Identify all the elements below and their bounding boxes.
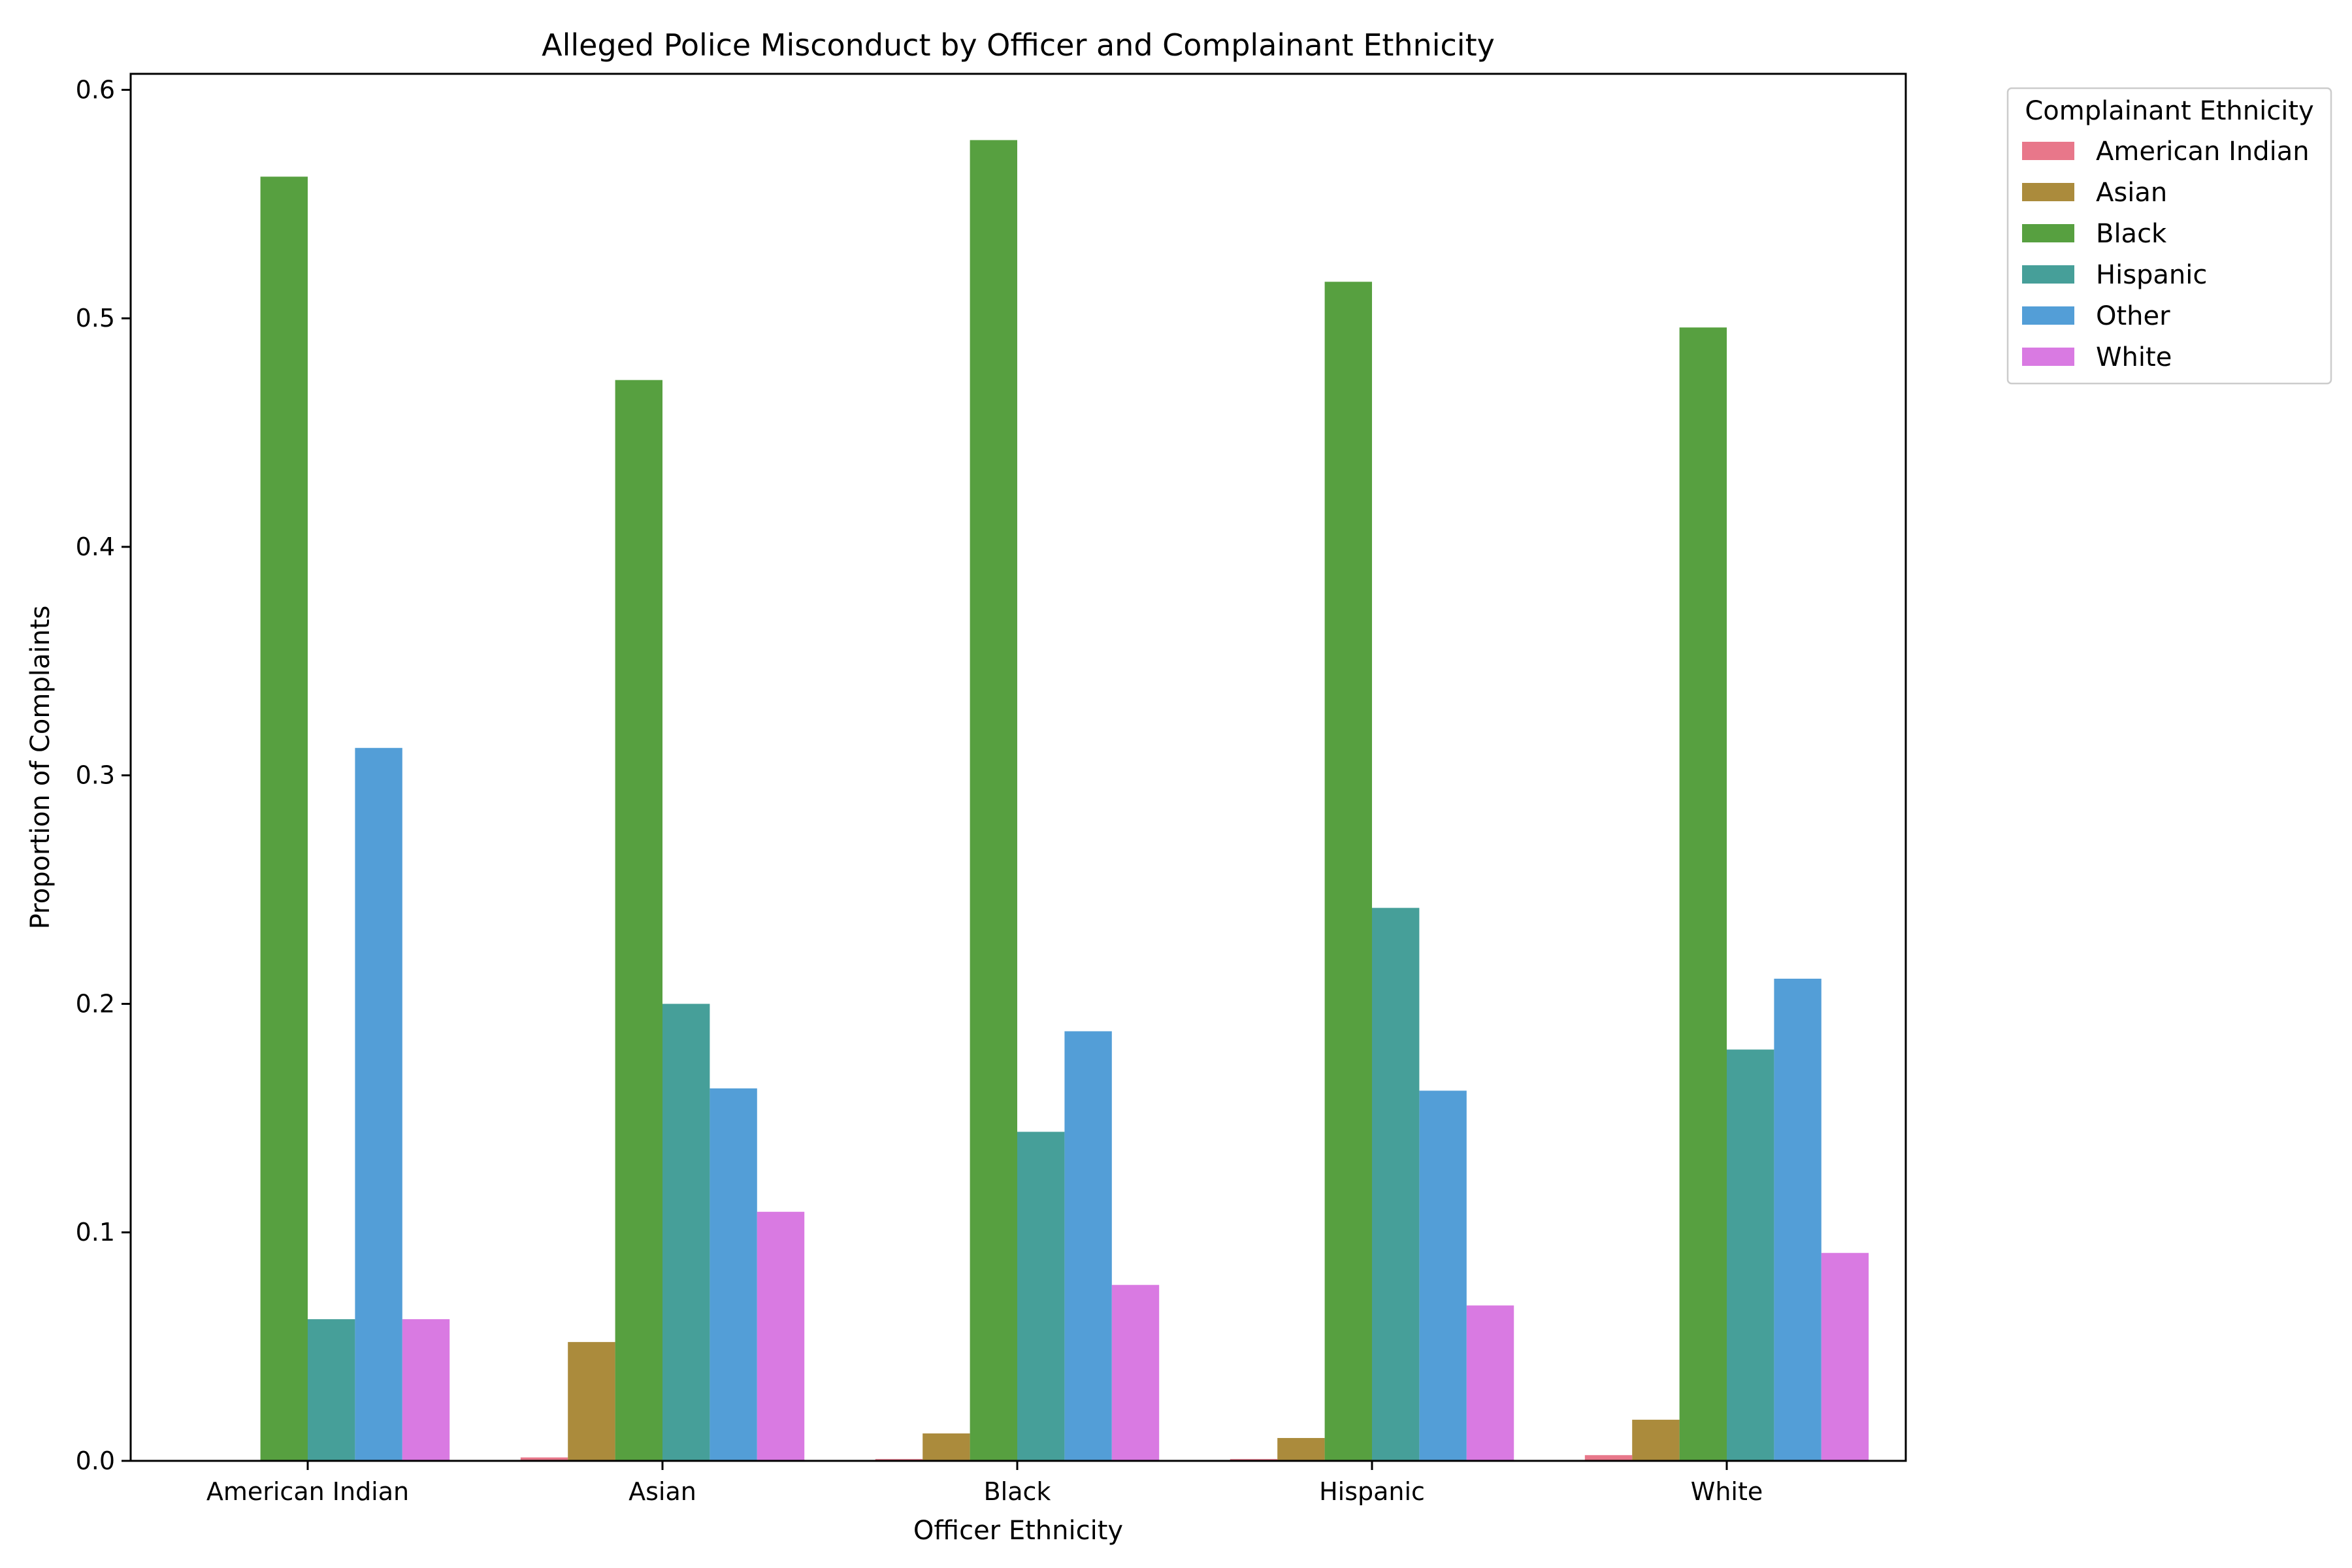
legend-label: White	[2096, 342, 2172, 372]
bar-asian-black	[923, 1433, 970, 1461]
legend-swatch	[2022, 265, 2074, 284]
bar-other-american-indian	[355, 747, 402, 1461]
x-tick-label: Asian	[629, 1477, 696, 1506]
bar-black-white	[1679, 327, 1727, 1462]
x-axis-title: Officer Ethnicity	[913, 1516, 1123, 1546]
bars-layer	[260, 140, 1869, 1462]
legend-swatch	[2022, 142, 2074, 160]
legend-items: American Indian Asian Black Hispanic Other Wh…	[2022, 137, 2310, 372]
bar-white-hispanic	[1466, 1305, 1514, 1461]
y-axis: 0.0 0.1 0.2 0.3 0.4 0.5 0.6	[76, 75, 131, 1475]
x-axis: American Indian Asian Black Hispanic White	[206, 1461, 1763, 1506]
y-tick-label: 0.4	[76, 532, 115, 561]
bar-black-asian	[615, 380, 662, 1462]
bar-other-asian	[710, 1088, 757, 1461]
y-tick-label: 0.6	[76, 75, 115, 104]
legend-label: Hispanic	[2096, 260, 2207, 290]
bar-asian-white	[1632, 1420, 1680, 1461]
legend-label: Black	[2096, 219, 2167, 249]
bar-white-black	[1111, 1284, 1160, 1461]
bar-hispanic-black	[1017, 1132, 1065, 1461]
legend-title: Complainant Ethnicity	[2025, 96, 2313, 126]
y-axis-title: Proportion of Complaints	[25, 606, 56, 930]
y-tick-label: 0.2	[76, 989, 115, 1018]
legend-swatch	[2022, 183, 2074, 201]
chart-title: Alleged Police Misconduct by Officer and…	[542, 27, 1495, 63]
bar-hispanic-white	[1727, 1049, 1774, 1461]
bar-other-hispanic	[1419, 1090, 1467, 1461]
bar-other-black	[1064, 1031, 1112, 1461]
legend: Complainant Ethnicity American Indian Asi…	[2006, 87, 2332, 385]
legend-label: American Indian	[2096, 137, 2310, 167]
x-tick-label: American Indian	[206, 1477, 409, 1506]
bar-black-american-indian	[260, 176, 308, 1461]
x-tick-label: Hispanic	[1319, 1477, 1425, 1506]
legend-swatch	[2022, 348, 2074, 366]
y-tick-label: 0.3	[76, 761, 115, 790]
y-tick-label: 0.5	[76, 304, 115, 333]
legend-swatch	[2022, 224, 2074, 242]
legend-box	[2006, 87, 2332, 385]
bar-white-white	[1821, 1252, 1869, 1461]
bar-black-hispanic	[1324, 282, 1372, 1461]
bar-hispanic-american-indian	[308, 1319, 355, 1461]
bar-asian-hispanic	[1277, 1438, 1325, 1461]
bar-white-asian	[757, 1211, 805, 1461]
legend-swatch	[2022, 306, 2074, 325]
y-tick-label: 0.1	[76, 1218, 115, 1247]
bar-asian-asian	[568, 1342, 615, 1461]
bar-hispanic-hispanic	[1372, 907, 1420, 1461]
bar-other-white	[1774, 979, 1821, 1461]
bar-black-black	[970, 140, 1017, 1462]
x-tick-label: Black	[984, 1477, 1051, 1506]
bar-american-indian-white	[1584, 1455, 1633, 1461]
legend-label: Other	[2096, 301, 2170, 331]
bar-hispanic-asian	[662, 1004, 710, 1461]
bar-white-american-indian	[402, 1319, 450, 1461]
y-tick-label: 0.0	[76, 1446, 115, 1475]
legend-label: Asian	[2096, 178, 2167, 208]
x-tick-label: White	[1691, 1477, 1763, 1506]
bar-american-indian-asian	[520, 1457, 568, 1461]
